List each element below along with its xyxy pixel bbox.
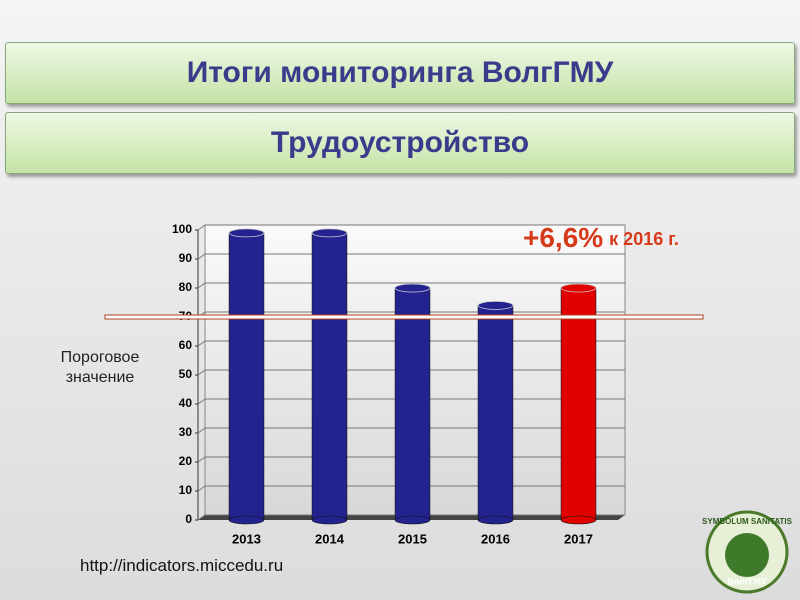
bar-cap — [477, 300, 514, 310]
x-tick-label: 2015 — [398, 531, 427, 546]
grid-line — [197, 485, 206, 492]
grid-line — [197, 282, 206, 289]
annotation-value: +6,6% — [523, 222, 603, 253]
bar-base — [477, 515, 514, 525]
bar — [394, 287, 431, 521]
bar-cap — [560, 283, 597, 293]
bar — [477, 305, 514, 521]
y-tick-label: 60 — [179, 338, 193, 352]
y-tick-label: 100 — [172, 222, 192, 236]
bar-cap — [394, 283, 431, 293]
title-box: Итоги мониторинга ВолгГМУ — [5, 42, 795, 104]
bar-base — [560, 515, 597, 525]
y-tick-label: 50 — [179, 367, 193, 381]
bar-base — [311, 515, 348, 525]
y-tick-label: 0 — [185, 512, 192, 526]
grid-line — [197, 224, 206, 231]
logo: SYMBOLUM SANITATIS ВолгГМУ — [702, 510, 793, 594]
bar-base — [228, 515, 265, 525]
bar-cap — [311, 228, 348, 238]
logo-bottom: ВолгГМУ — [727, 576, 767, 586]
source: http://indicators.miccedu.ru — [80, 556, 284, 575]
y-tick-label: 20 — [179, 454, 193, 468]
title: Итоги мониторинга ВолгГМУ — [186, 56, 614, 89]
grid-line — [197, 456, 206, 463]
subtitle-box: Трудоустройство — [5, 112, 795, 174]
subtitle: Трудоустройство — [270, 126, 530, 159]
y-tick-label: 30 — [179, 425, 193, 439]
grid-line — [197, 340, 206, 347]
bar-base — [394, 515, 431, 525]
bar — [560, 287, 597, 521]
grid-line — [197, 427, 206, 434]
x-tick-label: 2017 — [564, 531, 593, 546]
annotation-note: к 2016 г. — [609, 229, 679, 249]
bar — [228, 232, 265, 521]
bar-cap — [228, 228, 265, 238]
threshold-line — [104, 314, 704, 320]
y-tick-label: 80 — [179, 280, 193, 294]
bar — [311, 232, 348, 521]
y-tick-label: 90 — [179, 251, 193, 265]
grid-line — [197, 369, 206, 376]
x-tick-label: 2013 — [232, 531, 261, 546]
grid-line — [197, 514, 206, 521]
grid-line — [197, 398, 206, 405]
logo-top: SYMBOLUM SANITATIS — [702, 517, 793, 526]
x-tick-label: 2014 — [315, 531, 345, 546]
grid-line — [197, 253, 206, 260]
threshold-label: Пороговое значение — [60, 349, 140, 386]
y-tick-label: 10 — [179, 483, 193, 497]
annotation: +6,6% к 2016 г. — [523, 222, 679, 253]
y-tick-label: 40 — [179, 396, 193, 410]
x-tick-label: 2016 — [481, 531, 510, 546]
